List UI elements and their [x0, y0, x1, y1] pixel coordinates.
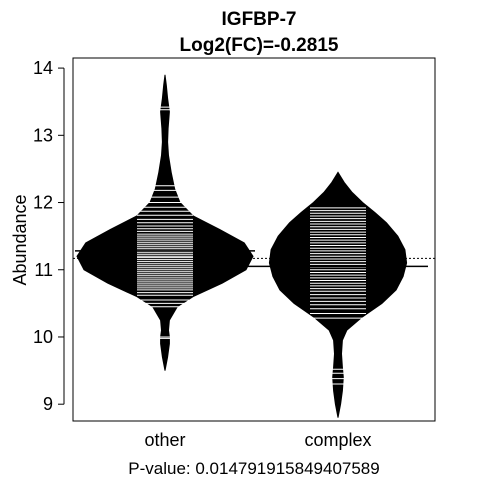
- bean-other: [75, 74, 255, 371]
- y-tick-label: 14: [33, 58, 53, 78]
- chart-subtitle: Log2(FC)=-0.2815: [180, 35, 339, 56]
- y-tick-label: 12: [33, 193, 53, 213]
- y-tick-label: 9: [43, 394, 53, 414]
- p-value-label: P-value: 0.014791915849407589: [128, 459, 379, 478]
- beans-layer: [73, 74, 435, 418]
- y-axis-label: Abundance: [10, 194, 30, 285]
- bean-complex: [248, 171, 428, 418]
- x-tick-label: complex: [304, 430, 371, 450]
- plot-frame: [72, 57, 436, 422]
- y-tick-label: 13: [33, 125, 53, 145]
- chart-title: IGFBP-7: [222, 9, 297, 30]
- y-tick-label: 10: [33, 327, 53, 347]
- x-tick-label: other: [144, 430, 185, 450]
- axis-layer: other complex 9 10 11 12 13 14: [33, 58, 372, 450]
- y-tick-label: 11: [34, 260, 53, 280]
